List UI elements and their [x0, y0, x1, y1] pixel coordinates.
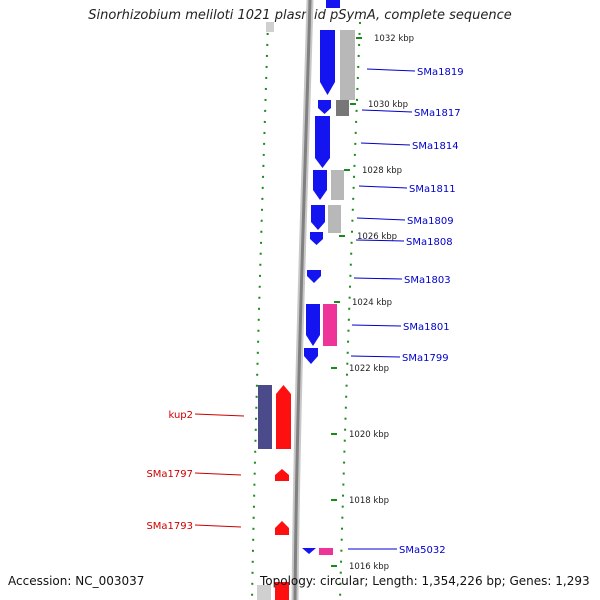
gene-label-sma1811: SMa1811: [409, 184, 456, 195]
gene-label-sma1809: SMa1809: [407, 216, 454, 227]
gene-label-leader: [366, 68, 416, 72]
scale-tick-label: 1022 kbp: [349, 364, 389, 374]
similarity-block-gray: [340, 30, 355, 100]
similarity-block-gray: [331, 170, 344, 200]
accession-label: Accession: NC_003037: [8, 574, 145, 588]
scale-tick-label: 1026 kbp: [357, 232, 397, 242]
gene-label-sma1803: SMa1803: [404, 275, 451, 286]
similarity-block-magenta: [323, 304, 337, 346]
gene-label-leader: [350, 355, 401, 358]
gc-track-right: [339, 21, 361, 600]
forward-cds: [313, 170, 327, 200]
scale-tick-label: 1024 kbp: [352, 298, 392, 308]
gc-track-left: [251, 21, 269, 600]
gene-label-sma1819: SMa1819: [417, 67, 464, 78]
gene-label-sma1808: SMa1808: [406, 237, 453, 248]
similarity-block-navy: [258, 385, 272, 449]
scale-tick-label: 1028 kbp: [362, 166, 402, 176]
gene-label-leader: [361, 109, 413, 113]
gene-label-leader: [355, 239, 405, 242]
topology-summary: Topology: circular; Length: 1,354,226 bp…: [260, 574, 590, 588]
gene-label-leader: [356, 217, 406, 221]
gene-label-leader: [194, 524, 242, 528]
gene-label-sma1817: SMa1817: [414, 108, 461, 119]
scale-tick-label: 1030 kbp: [368, 100, 408, 110]
gene-label-sma1801: SMa1801: [403, 322, 450, 333]
gene-label-sma1797: SMa1797: [146, 469, 193, 480]
forward-cds: [307, 270, 321, 283]
reverse-cds: [275, 582, 289, 600]
forward-cds: [318, 100, 331, 114]
top-partial-gray: [266, 22, 274, 32]
gene-labels: SMa1819 SMa1817 SMa1814 SMa1811 SMa1809 SMa18…: [146, 67, 463, 556]
bottom-partial-gray: [257, 585, 271, 600]
gene-label-leader: [358, 185, 408, 189]
gene-label-kup2: kup2: [168, 410, 193, 421]
similarity-block-darkgray: [336, 100, 349, 116]
gene-label-leader: [351, 324, 402, 327]
gene-label-sma5032: SMa5032: [399, 545, 446, 556]
reverse-cds-track: [275, 385, 291, 600]
similarity-track: [257, 30, 355, 600]
forward-cds: [302, 548, 316, 554]
forward-cds: [304, 348, 318, 364]
genome-backbone-core: [293, 0, 312, 600]
scale-tick-label: 1020 kbp: [349, 430, 389, 440]
reverse-cds: [275, 521, 289, 535]
forward-cds: [310, 232, 323, 245]
reverse-cds: [275, 469, 289, 481]
gene-label-leader: [194, 413, 245, 417]
forward-cds-track: [302, 0, 340, 554]
forward-cds: [320, 30, 335, 95]
gene-label-sma1799: SMa1799: [402, 353, 449, 364]
similarity-block-magenta: [319, 548, 333, 555]
gene-label-leader: [194, 472, 242, 476]
scale-tick-label: 1016 kbp: [349, 562, 389, 572]
gene-label-sma1814: SMa1814: [412, 141, 459, 152]
scale-ticks: 1032 kbp 1030 kbp 1028 kbp 1026 kbp 1024 kbp…: [331, 34, 414, 572]
gene-label-leader: [353, 277, 403, 280]
gene-label-leader: [360, 142, 411, 146]
reverse-cds: [276, 385, 291, 449]
forward-cds: [315, 116, 330, 168]
similarity-block-gray: [328, 205, 341, 233]
scale-tick-label: 1018 kbp: [349, 496, 389, 506]
scale-tick-label: 1032 kbp: [374, 34, 414, 44]
forward-cds: [326, 0, 340, 8]
forward-cds: [306, 304, 320, 346]
map-title: Sinorhizobium meliloti 1021 plasmid pSym…: [88, 8, 512, 23]
gene-label-sma1793: SMa1793: [146, 521, 193, 532]
forward-cds: [311, 205, 325, 230]
